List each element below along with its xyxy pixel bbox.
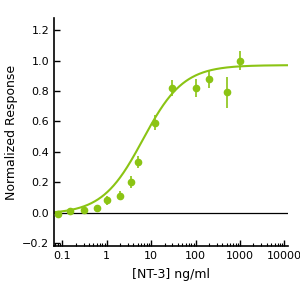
X-axis label: [NT-3] ng/ml: [NT-3] ng/ml <box>132 268 210 281</box>
Y-axis label: Normalized Response: Normalized Response <box>5 64 18 200</box>
